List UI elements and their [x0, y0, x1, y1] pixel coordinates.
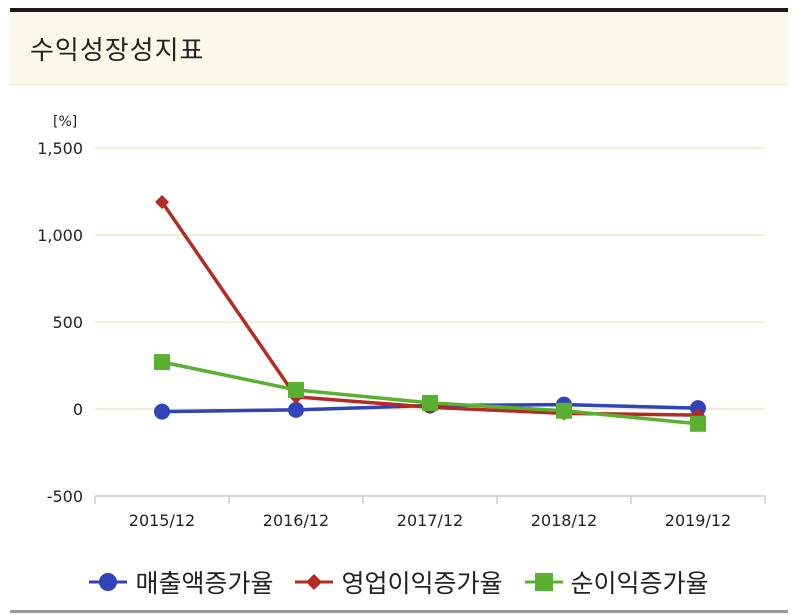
- line-chart: -500 0 500 1,000 1,500 [%] 2015/12 2016/12 2017/…: [37, 114, 766, 530]
- legend-item[interactable]: 매출액증가율: [89, 564, 273, 600]
- chart-widget: 수익성장성지표 -500 0 500 1,000 1,500 [%] 2015/12 2016…: [10, 8, 788, 613]
- widget-title: 수익성장성지표: [30, 35, 205, 66]
- series-2: [154, 354, 706, 432]
- legend-item[interactable]: 순이익증가율: [524, 564, 709, 600]
- legend-label: 영업이익증가율: [341, 569, 503, 598]
- axes: -500 0 500 1,000 1,500 [%] 2015/12 2016/12 2017/…: [37, 114, 766, 530]
- data-point: [690, 415, 706, 432]
- chart-area: -500 0 500 1,000 1,500 [%] 2015/12 2016/12 2017/…: [10, 88, 788, 562]
- data-point: [155, 194, 169, 209]
- legend-label: 매출액증가율: [135, 569, 274, 598]
- x-tick-label: 2018/12: [531, 511, 597, 530]
- data-point: [154, 354, 170, 371]
- legend-marker: [89, 573, 128, 591]
- series-line: [161, 360, 699, 426]
- series-line: [160, 200, 699, 417]
- y-tick-label: 1,000: [37, 226, 83, 245]
- series-layer: [154, 194, 706, 432]
- y-tick-label: -500: [47, 487, 83, 506]
- data-point: [288, 401, 304, 418]
- grid-lines: [95, 147, 765, 497]
- legend-marker: [295, 574, 334, 590]
- y-axis-unit-label: [%]: [53, 114, 77, 130]
- x-tick-label: 2017/12: [397, 511, 463, 530]
- data-point: [556, 402, 572, 419]
- series-1: [155, 194, 705, 423]
- data-point: [422, 394, 438, 411]
- data-point: [288, 381, 304, 398]
- data-point: [154, 403, 170, 420]
- y-tick-label: 500: [52, 313, 83, 332]
- legend-item[interactable]: 영업이익증가율: [295, 564, 503, 600]
- y-tick-label: 1,500: [37, 139, 83, 158]
- widget-header: 수익성장성지표: [10, 12, 788, 85]
- x-tick-label: 2019/12: [665, 511, 731, 530]
- legend-label: 순이익증가율: [570, 569, 709, 598]
- x-tick-label: 2015/12: [129, 511, 195, 530]
- x-tick-label: 2016/12: [263, 511, 329, 530]
- legend-marker: [524, 573, 563, 591]
- chart-legend: 매출액증가율 영업이익증가율 순이익증가율: [10, 562, 788, 602]
- y-tick-label: 0: [73, 400, 83, 419]
